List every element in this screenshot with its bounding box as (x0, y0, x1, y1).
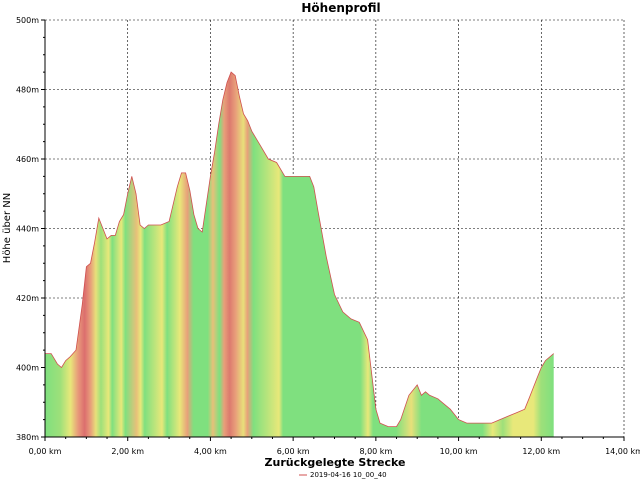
x-tick-label: 14,00 km (605, 447, 640, 456)
x-tick-label: 8,00 km (359, 447, 392, 456)
y-tick-label: 480m (16, 86, 39, 95)
y-tick-label: 440m (16, 225, 39, 234)
elevation-line (45, 71, 554, 427)
x-tick-label: 12,00 km (522, 447, 560, 456)
legend: 2019-04-16 10_00_40 (299, 471, 387, 479)
x-tick-label: 10,00 km (440, 447, 478, 456)
x-ticks: 0,00 km 2,00 km 4,00 km 6,00 km 8,00 km 10,00… (29, 437, 640, 456)
y-axis-title: Höhe über NN (2, 193, 13, 263)
y-tick-label: 460m (16, 155, 39, 164)
elevation-area (45, 72, 554, 437)
chart-title: Höhenprofil (301, 1, 380, 15)
y-tick-label: 420m (16, 294, 39, 303)
x-tick-label: 6,00 km (277, 447, 310, 456)
y-tick-label: 380m (16, 433, 39, 442)
x-axis-title: Zurückgelegte Strecke (265, 456, 406, 469)
y-tick-label: 500m (16, 16, 39, 25)
legend-label: 2019-04-16 10_00_40 (310, 471, 387, 479)
x-tick-label: 2,00 km (111, 447, 144, 456)
y-tick-label: 400m (16, 364, 39, 373)
x-tick-label: 4,00 km (194, 447, 227, 456)
x-tick-label: 0,00 km (29, 447, 62, 456)
y-ticks: 380m 400m 420m 440m 460m 480m 500m (16, 16, 45, 442)
